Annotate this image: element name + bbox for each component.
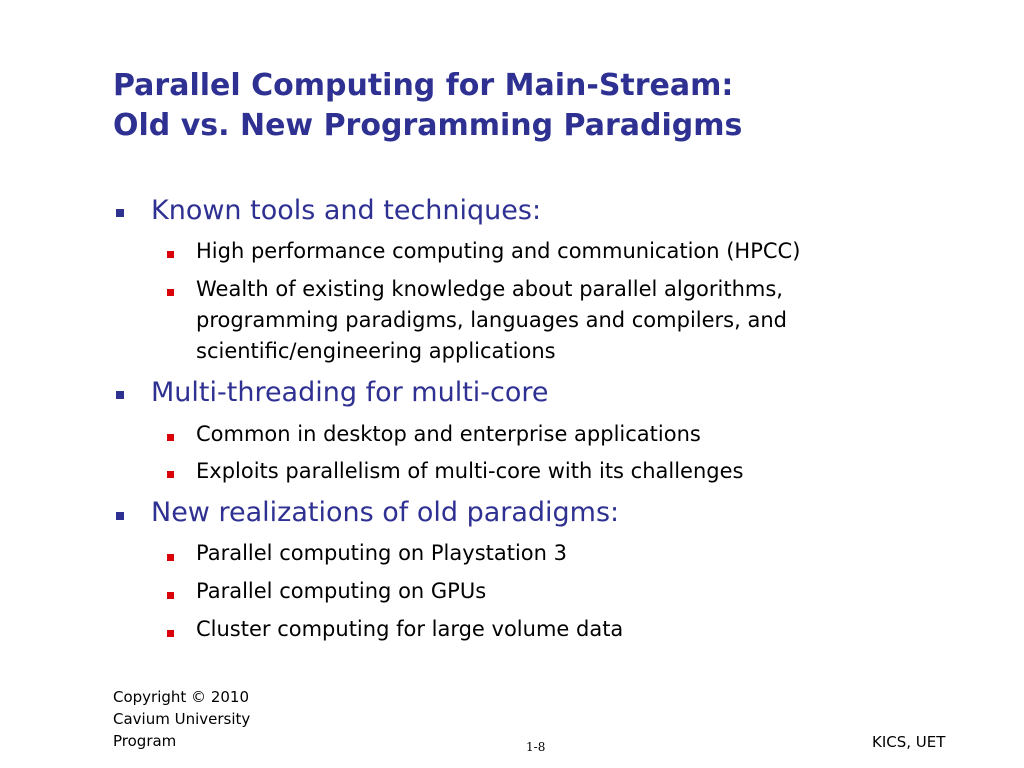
sub-bullet-item: Exploits parallelism of multi-core with … xyxy=(196,459,744,483)
square-bullet-icon xyxy=(167,471,174,478)
copyright-line: Copyright © 2010 xyxy=(113,688,250,706)
copyright-footer: Copyright © 2010 Cavium University Progr… xyxy=(113,686,250,752)
sub-bullet-item-continuation: programming paradigms, languages and com… xyxy=(196,308,787,332)
organization-footer: KICS, UET xyxy=(872,733,946,751)
slide-title: Parallel Computing for Main-Stream: Old … xyxy=(113,66,993,146)
square-bullet-icon xyxy=(167,251,174,258)
bullet-item: Known tools and techniques: xyxy=(151,195,542,226)
slide-title-line-1: Parallel Computing for Main-Stream: xyxy=(113,68,734,103)
bullet-item: Multi-threading for multi-core xyxy=(151,377,549,408)
square-bullet-icon xyxy=(116,512,124,520)
bullet-item: New realizations of old paradigms: xyxy=(151,497,620,528)
copyright-line: Program xyxy=(113,732,177,750)
sub-bullet-item: Common in desktop and enterprise applica… xyxy=(196,422,701,446)
sub-bullet-item: Wealth of existing knowledge about paral… xyxy=(196,277,783,301)
page-number: 1-8 xyxy=(526,740,546,754)
sub-bullet-item: High performance computing and communica… xyxy=(196,239,801,263)
sub-bullet-item: Parallel computing on Playstation 3 xyxy=(196,541,567,565)
square-bullet-icon xyxy=(167,289,174,296)
sub-bullet-item: Cluster computing for large volume data xyxy=(196,617,624,641)
copyright-line: Cavium University xyxy=(113,710,251,728)
square-bullet-icon xyxy=(167,630,174,637)
sub-bullet-item-continuation: scientific/engineering applications xyxy=(196,339,556,363)
slide-title-line-2: Old vs. New Programming Paradigms xyxy=(113,108,743,143)
square-bullet-icon xyxy=(167,434,174,441)
square-bullet-icon xyxy=(167,554,174,561)
square-bullet-icon xyxy=(116,209,124,217)
square-bullet-icon xyxy=(116,391,124,399)
sub-bullet-item: Parallel computing on GPUs xyxy=(196,579,487,603)
square-bullet-icon xyxy=(167,592,174,599)
